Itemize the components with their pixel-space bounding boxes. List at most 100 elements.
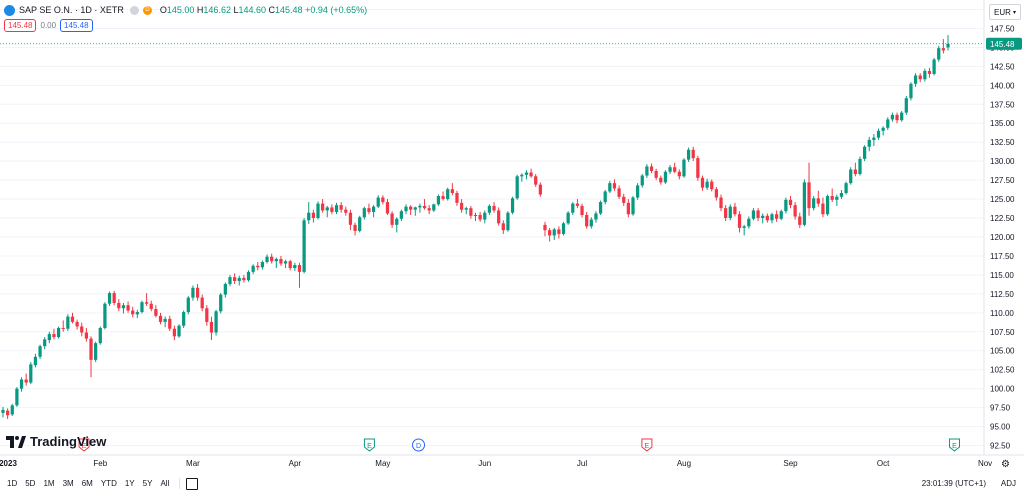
candle-body	[302, 220, 306, 272]
candle-body	[455, 192, 459, 203]
tradingview-logo: TradingView	[6, 434, 106, 449]
range-button-ytd[interactable]: YTD	[100, 479, 117, 488]
candle-body	[260, 262, 265, 268]
candle-body	[367, 208, 371, 212]
candle-body	[436, 196, 441, 205]
candle-body	[890, 114, 895, 120]
price-tick-label: 135.00	[990, 119, 1015, 128]
range-button-6m[interactable]: 6M	[81, 479, 93, 488]
range-button-5y[interactable]: 5Y	[142, 479, 153, 488]
candle-body	[941, 48, 945, 51]
candle-body	[696, 158, 700, 178]
candle-body	[297, 265, 302, 272]
candle-body	[89, 338, 93, 360]
price-tick-label: 140.00	[990, 81, 1015, 90]
range-button-1d[interactable]: 1D	[7, 479, 18, 488]
time-tick-label: Jun	[478, 459, 491, 468]
candle-body	[585, 214, 589, 227]
price-tick-label: 97.50	[990, 404, 1011, 413]
candle-body	[232, 277, 237, 281]
currency-select[interactable]: EUR ▾	[989, 4, 1021, 20]
candle-body	[293, 265, 297, 269]
candle-body	[501, 223, 505, 231]
event-label: D	[416, 443, 421, 450]
circle-icon[interactable]	[129, 5, 139, 15]
candle-body	[168, 318, 172, 329]
candle-body	[107, 293, 112, 304]
time-axis: 2023FebMarAprMayJunJulAugSepOctNovDec	[0, 454, 1024, 468]
chart-grid	[0, 8, 984, 447]
candle-body	[807, 182, 811, 209]
candle-body	[534, 176, 538, 185]
symbol-title[interactable]: SAP SE O.N. · 1D · XETR	[19, 5, 124, 15]
candle-body	[812, 198, 816, 209]
range-button-1m[interactable]: 1M	[43, 479, 55, 488]
candle-body	[510, 198, 515, 213]
buy-button[interactable]: 145.48	[60, 19, 93, 32]
price-tick-label: 92.50	[990, 442, 1011, 451]
candle-body	[645, 166, 649, 176]
chevron-down-icon: ▾	[1012, 9, 1016, 16]
price-tick-label: 142.50	[990, 62, 1015, 71]
price-tick-label: 147.50	[990, 24, 1015, 33]
range-button-1y[interactable]: 1Y	[124, 479, 135, 488]
candle-body	[774, 214, 779, 219]
candle-body	[112, 293, 116, 303]
candle-body	[270, 256, 274, 262]
gear-icon[interactable]: ⚙	[1001, 459, 1010, 470]
candle-body	[862, 146, 867, 159]
candle-body	[279, 258, 283, 264]
candle-body	[830, 196, 834, 200]
candle-body	[339, 205, 343, 210]
sap-logo-icon	[4, 4, 15, 16]
candle-body	[751, 210, 756, 219]
candle-body	[798, 216, 802, 225]
time-tick-label: 2023	[0, 459, 17, 468]
candle-body	[492, 205, 496, 211]
candle-body	[473, 214, 478, 216]
range-button-5d[interactable]: 5D	[25, 479, 36, 488]
candle-body	[668, 167, 672, 172]
delayed-data-icon[interactable]: D	[142, 5, 152, 15]
sell-button[interactable]: 145.48	[4, 19, 37, 32]
candle-body	[10, 405, 14, 415]
earnings-event-icon[interactable]	[78, 438, 90, 452]
range-button-3m[interactable]: 3M	[62, 479, 74, 488]
candle-body	[191, 287, 195, 298]
candle-body	[640, 175, 644, 186]
candle-body	[469, 208, 473, 216]
range-buttons: 1D 5D 1M 3M 6M YTD 1Y 5Y All	[3, 479, 173, 488]
dividend-event-icon[interactable]	[412, 438, 426, 452]
candle-body	[520, 174, 524, 177]
range-button-all[interactable]: All	[160, 479, 170, 488]
candle-body	[913, 75, 918, 84]
candle-body	[631, 197, 635, 215]
event-label: E	[645, 443, 650, 450]
earnings-event-icon[interactable]	[948, 438, 960, 452]
candle-body	[478, 214, 482, 220]
candle-body	[608, 183, 612, 192]
candle-body	[362, 208, 366, 218]
candle-body	[728, 206, 732, 219]
candle-body	[427, 208, 431, 211]
candle-body	[552, 229, 556, 236]
clock-display[interactable]: 23:01:39 (UTC+1)	[921, 479, 986, 488]
time-tick-label: Jul	[577, 459, 587, 468]
candle-body	[918, 75, 922, 80]
candle-body	[575, 203, 580, 206]
candle-body	[497, 210, 501, 224]
adj-toggle[interactable]: ADJ	[1000, 479, 1016, 488]
calendar-icon[interactable]	[186, 477, 199, 490]
candle-body	[450, 189, 454, 193]
candle-body	[724, 208, 728, 219]
last-price-badge[interactable]	[986, 37, 1022, 50]
candle-body	[6, 410, 10, 416]
earnings-event-icon[interactable]	[641, 438, 653, 452]
candle-body	[765, 215, 769, 221]
candle-body	[543, 224, 547, 231]
candle-body	[793, 205, 797, 217]
candle-body	[589, 219, 593, 227]
earnings-event-icon[interactable]	[363, 438, 375, 452]
price-tick-label: 137.50	[990, 100, 1015, 109]
